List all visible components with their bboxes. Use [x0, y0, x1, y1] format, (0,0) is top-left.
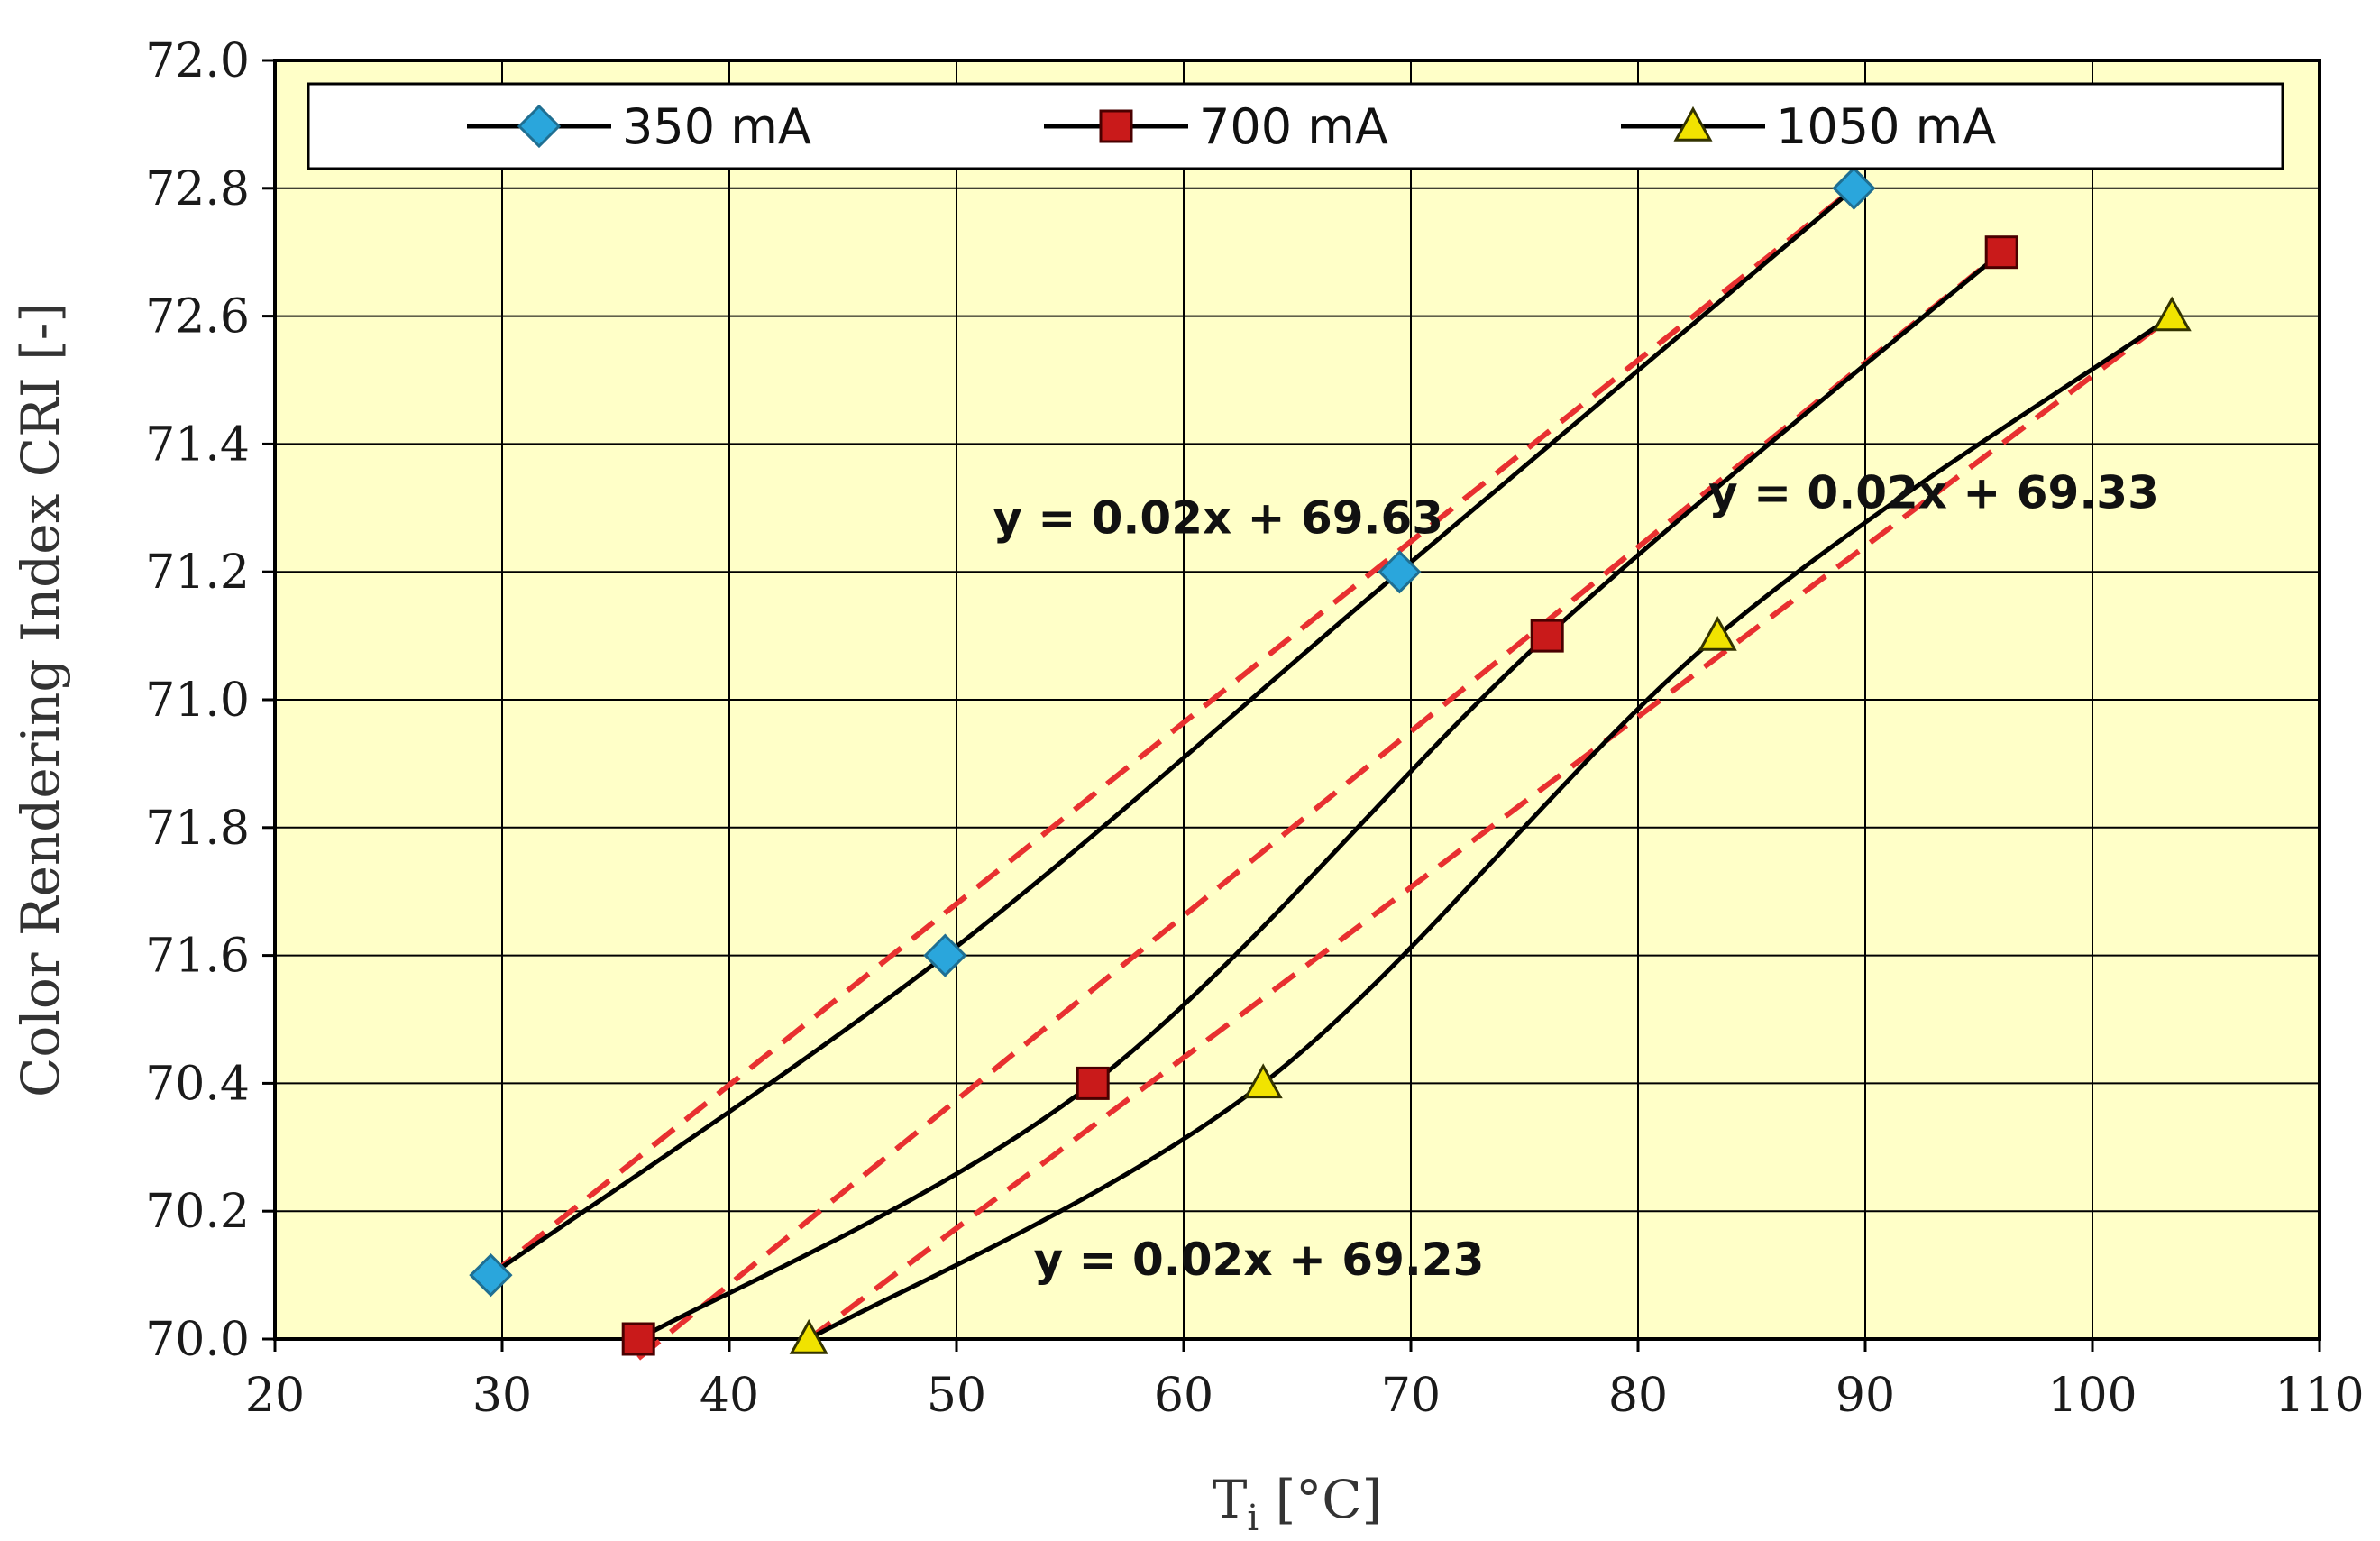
y-tick-label: 71.0: [145, 674, 250, 728]
trendline-equation: y = 0.02x + 69.23: [1034, 1234, 1485, 1286]
series-line-350-ma: [489, 186, 1856, 1278]
data-point-1050-ma: [1243, 1063, 1283, 1099]
y-axis-title: Color Rendering Index CRI [-]: [10, 302, 71, 1097]
legend-label-700-ma: 700 mA: [1199, 98, 1388, 155]
x-tick-label: 70: [1381, 1369, 1441, 1423]
x-tick-label: 90: [1835, 1369, 1895, 1423]
data-point-1050-ma: [1698, 616, 1737, 651]
data-point-350-ma: [469, 1252, 513, 1298]
trendline-350-ma: [489, 186, 1856, 1278]
x-tick-label: 80: [1608, 1369, 1668, 1423]
data-point-1050-ma: [2152, 296, 2192, 332]
y-tick-label: 72.0: [145, 34, 250, 88]
legend-marker-350-ma: [517, 104, 562, 149]
y-tick-label: 70.0: [145, 1313, 250, 1367]
y-tick-label: 70.4: [145, 1057, 250, 1111]
legend-box: [307, 82, 2284, 170]
x-tick-label: 40: [700, 1369, 759, 1423]
y-tick-label: 72.8: [145, 162, 250, 216]
trendline-700-ma: [636, 250, 2004, 1361]
data-point-350-ma: [923, 933, 967, 977]
legend-marker-1050-ma: [1673, 105, 1713, 142]
data-point-700-ma: [621, 1322, 655, 1356]
grid: [275, 60, 2320, 1339]
data-point-700-ma: [1530, 619, 1564, 653]
y-tick-label: 70.2: [145, 1185, 250, 1239]
series-line-1050-ma: [807, 314, 2174, 1342]
legend-label-1050-ma: 1050 mA: [1776, 98, 1996, 155]
trendline-equation: y = 0.02x + 69.33: [1708, 466, 2159, 518]
x-tick-label: 100: [2047, 1369, 2137, 1423]
data-point-350-ma: [1378, 550, 1422, 594]
legend: 350 mA 700 mA 1050 mA: [307, 82, 2284, 170]
x-axis-title: Ti [°C]: [1213, 1469, 1383, 1539]
trendline-equation: y = 0.02x + 69.63: [993, 492, 1443, 545]
y-tick-label: 71.6: [145, 930, 250, 984]
x-tick-label: 30: [472, 1369, 532, 1423]
y-tick-label: 71.8: [145, 802, 250, 856]
axis-titles: Ti [°C] Color Rendering Index CRI [-]: [10, 302, 1382, 1539]
y-tick-label: 71.2: [145, 546, 250, 600]
x-tick-label: 50: [927, 1369, 986, 1423]
trendlines: [489, 186, 2174, 1361]
data-point-1050-ma: [789, 1318, 828, 1354]
x-tick-label: 20: [245, 1369, 305, 1423]
trendline-1050-ma: [807, 314, 2174, 1342]
y-tick-label: 72.6: [145, 290, 250, 344]
legend-marker-700-ma: [1099, 109, 1133, 143]
axes: 20 30 40 50 60 70 80 90 100 110 70.0 70.2 70.4 71.6 71…: [145, 34, 2364, 1423]
annotations: y = 0.02x + 69.63 y = 0.02x + 69.33 y = 0.…: [993, 466, 2159, 1286]
data-point-700-ma: [1984, 235, 2018, 270]
y-tick-label: 71.4: [145, 417, 250, 472]
series-line-700-ma: [636, 250, 2003, 1342]
x-tick-label: 60: [1154, 1369, 1213, 1423]
data-point-700-ma: [1076, 1066, 1110, 1100]
x-tick-label: 110: [2275, 1369, 2364, 1423]
legend-label-350-ma: 350 mA: [622, 98, 811, 155]
series: [469, 166, 2192, 1356]
data-point-350-ma: [1832, 166, 1876, 210]
